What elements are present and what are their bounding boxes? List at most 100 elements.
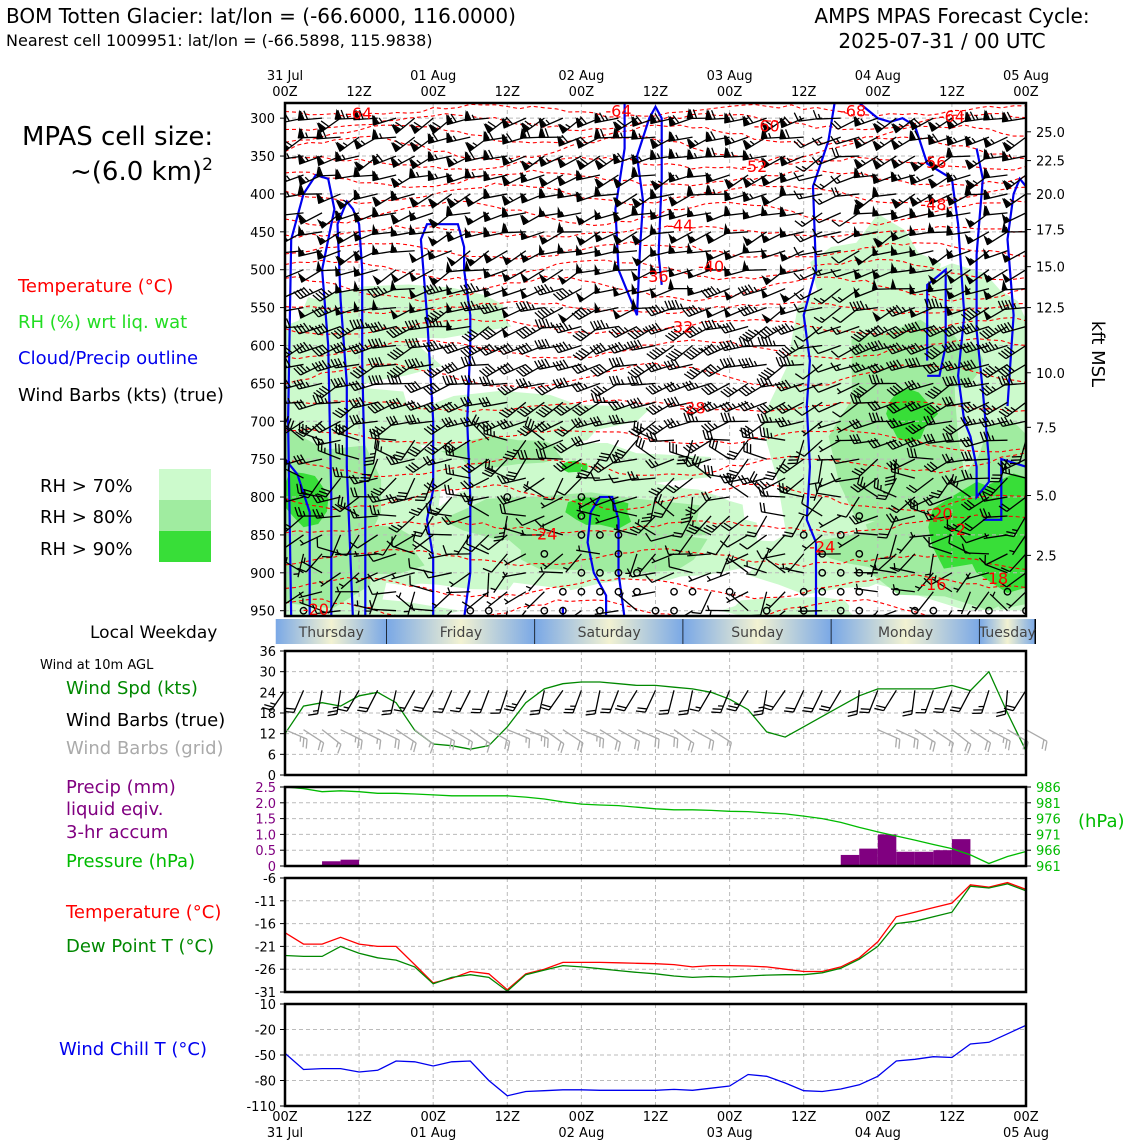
wind-barb bbox=[367, 321, 397, 333]
barb-shaft bbox=[297, 553, 305, 578]
wind-barb bbox=[412, 531, 434, 555]
barb-full bbox=[317, 155, 325, 164]
barb-full bbox=[293, 401, 300, 410]
barb-full bbox=[526, 300, 532, 310]
cloud-outline-segment bbox=[286, 173, 336, 616]
barb-shaft bbox=[483, 382, 508, 387]
barb-flag bbox=[501, 307, 510, 319]
barb-flag bbox=[408, 167, 415, 179]
top-hour-label: 00Z bbox=[420, 85, 446, 100]
barb-full bbox=[451, 446, 455, 457]
barb-flag bbox=[260, 290, 269, 300]
barb-full bbox=[463, 396, 470, 406]
barb-shaft bbox=[446, 472, 471, 479]
title-right-2: 2025-07-31 / 00 UTC bbox=[838, 29, 1045, 53]
barb-flag bbox=[371, 223, 378, 235]
barb-flag bbox=[483, 130, 490, 142]
barb-full bbox=[349, 319, 355, 329]
barb-full bbox=[431, 317, 436, 327]
barb-full bbox=[273, 475, 282, 479]
title-left: BOM Totten Glacier: lat/lon = (-66.6000,… bbox=[6, 4, 516, 28]
barb-half bbox=[343, 199, 349, 204]
wind-barb bbox=[441, 401, 471, 413]
barb-shaft bbox=[285, 401, 304, 405]
barb-full bbox=[312, 425, 320, 434]
barb-full bbox=[441, 418, 448, 428]
barb-full bbox=[503, 223, 509, 233]
barb-full bbox=[442, 375, 447, 385]
barb-full bbox=[312, 394, 318, 405]
wind-barb bbox=[483, 187, 508, 200]
barb-shaft bbox=[285, 496, 304, 504]
barb-flag bbox=[353, 161, 364, 172]
wind-barb bbox=[404, 357, 434, 369]
wind-barb bbox=[515, 515, 545, 527]
barb-half bbox=[293, 573, 299, 575]
barb-full bbox=[432, 382, 441, 391]
barb-full bbox=[376, 429, 380, 439]
barb-half bbox=[339, 236, 344, 242]
wind-barb bbox=[353, 610, 360, 616]
barb-flag bbox=[334, 168, 341, 180]
barb-full bbox=[500, 345, 508, 354]
barb-half bbox=[401, 366, 407, 371]
barb-full bbox=[411, 338, 417, 348]
wind-barb bbox=[338, 572, 360, 590]
barb-full bbox=[392, 398, 399, 408]
barb-half bbox=[542, 210, 546, 216]
barb-full bbox=[521, 172, 528, 181]
barb-half bbox=[510, 407, 516, 412]
barb-half bbox=[302, 598, 304, 604]
barb-full bbox=[444, 417, 451, 427]
barb-full bbox=[502, 504, 507, 514]
wind-barb bbox=[285, 212, 286, 228]
barb-half bbox=[469, 481, 475, 487]
barb-full bbox=[467, 356, 473, 366]
barb-half bbox=[324, 447, 326, 453]
barb-full bbox=[408, 558, 411, 568]
barb-full bbox=[484, 131, 491, 141]
barb-half bbox=[365, 610, 371, 612]
wind-barb bbox=[409, 302, 434, 314]
barb-full bbox=[374, 357, 380, 367]
barb-full bbox=[522, 406, 531, 413]
barb-full bbox=[303, 322, 310, 332]
top-date-label: 01 Aug bbox=[410, 69, 456, 84]
barb-shaft bbox=[321, 382, 341, 399]
barb-shaft bbox=[316, 515, 341, 519]
barb-flag bbox=[408, 158, 418, 170]
barb-full bbox=[312, 294, 321, 302]
barb-full bbox=[285, 358, 291, 368]
barb-flag bbox=[297, 153, 305, 165]
barb-half bbox=[286, 153, 290, 159]
barb-half bbox=[527, 380, 532, 387]
barb-flag bbox=[482, 252, 492, 264]
barb-shaft bbox=[502, 420, 527, 430]
barb-shaft bbox=[285, 325, 286, 330]
barb-full bbox=[285, 524, 289, 531]
barb-full bbox=[317, 249, 325, 258]
barb-flag bbox=[427, 150, 434, 162]
wind-barb bbox=[442, 375, 471, 386]
wind-barb bbox=[422, 455, 452, 466]
wind-barb bbox=[441, 515, 471, 526]
wind-barb bbox=[316, 231, 341, 246]
barb-full bbox=[311, 436, 318, 446]
barb-half bbox=[303, 557, 306, 563]
barb-half bbox=[498, 532, 505, 535]
barb-flag bbox=[427, 169, 434, 181]
barb-full bbox=[433, 283, 440, 293]
wind-barb bbox=[498, 401, 527, 418]
barb-full bbox=[321, 323, 329, 332]
barb-flag bbox=[427, 248, 435, 260]
barb-flag bbox=[483, 123, 493, 134]
barb-full bbox=[318, 290, 327, 298]
barb-full bbox=[484, 123, 494, 130]
wind-barb bbox=[285, 572, 286, 597]
barb-shaft bbox=[435, 496, 453, 516]
barb-half bbox=[340, 471, 343, 478]
barb-shaft bbox=[285, 363, 286, 370]
barb-full bbox=[275, 360, 280, 369]
barb-half bbox=[319, 580, 325, 585]
barb-half bbox=[305, 132, 309, 138]
